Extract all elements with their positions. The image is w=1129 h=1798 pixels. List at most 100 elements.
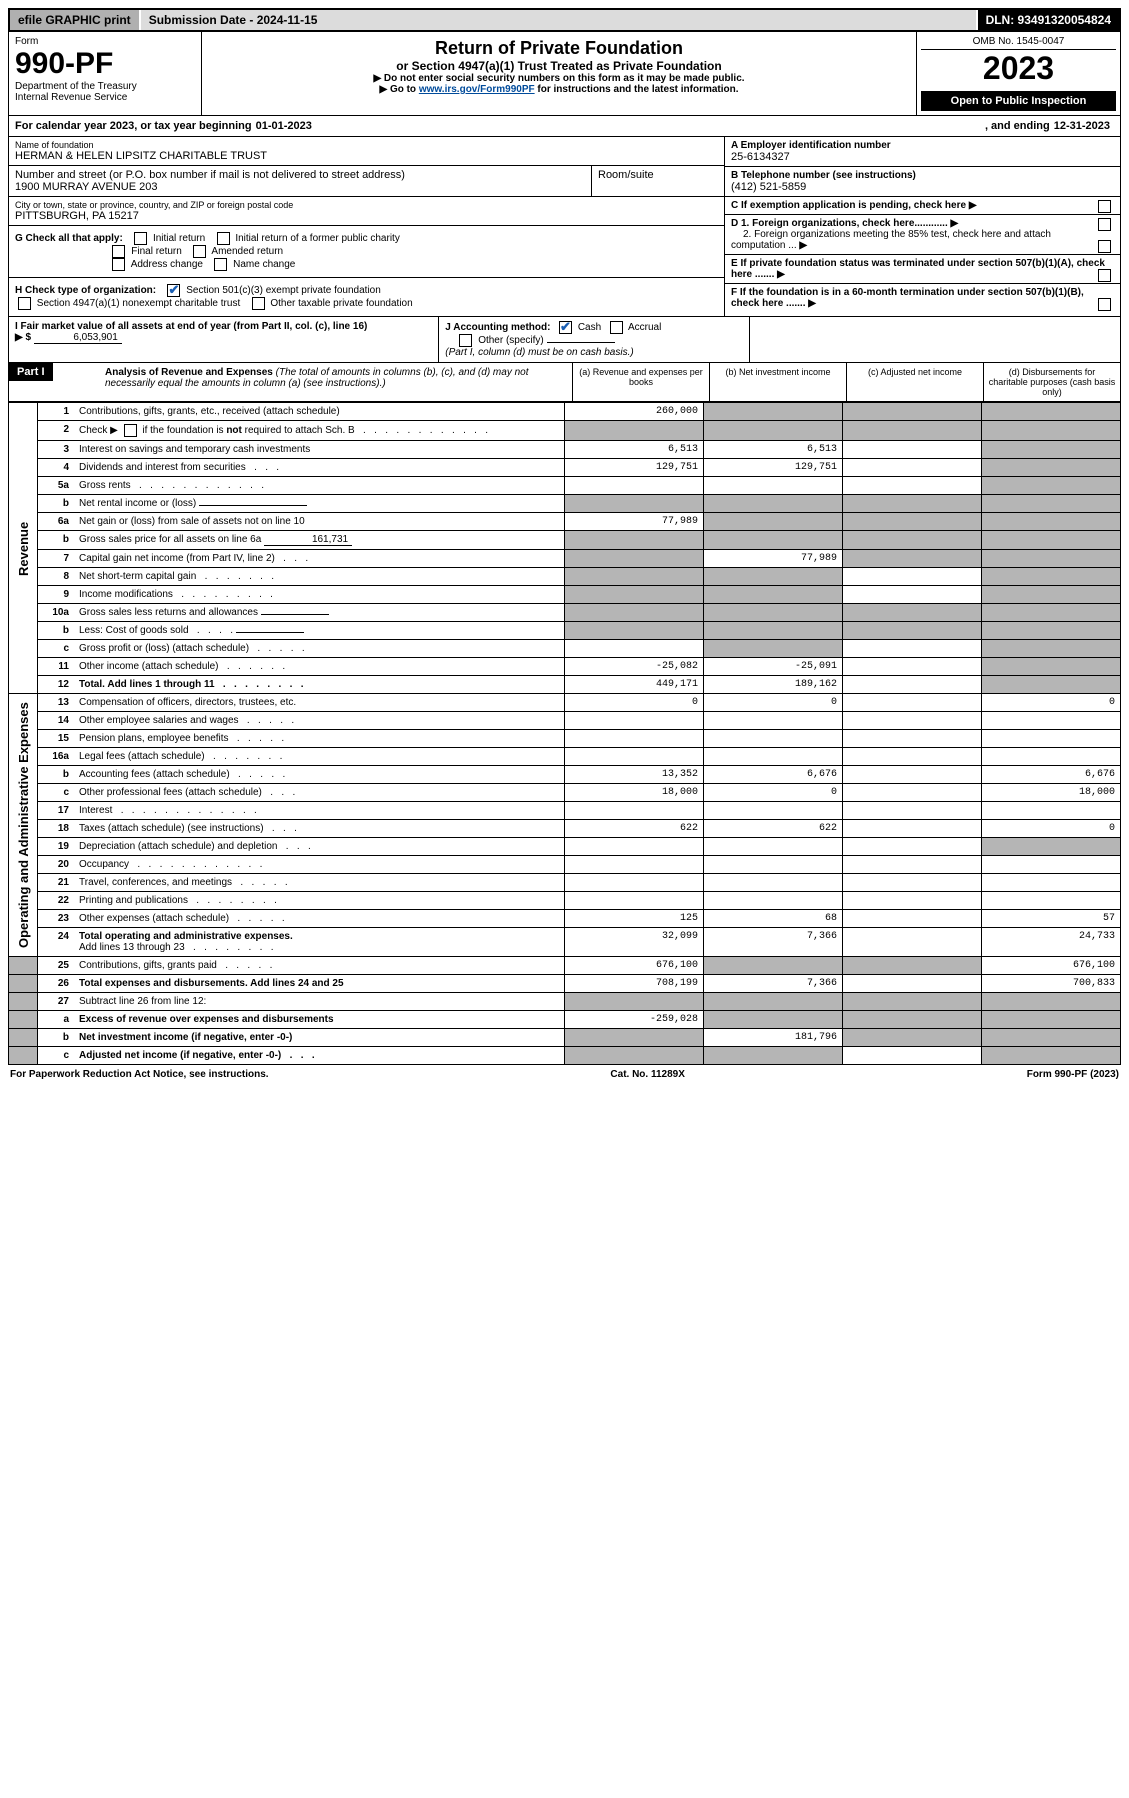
cell-c: [843, 1029, 982, 1047]
gross-sales-less-input[interactable]: [261, 614, 329, 615]
cash-checkbox[interactable]: [559, 321, 572, 334]
cell-d: 6,676: [982, 766, 1121, 784]
60month-checkbox[interactable]: [1098, 298, 1111, 311]
revenue-side-label: Revenue: [9, 403, 38, 694]
form-header: Form 990-PF Department of the Treasury I…: [8, 32, 1121, 116]
g-final: Final return: [131, 246, 182, 257]
cell-b: [704, 495, 843, 513]
row-desc: Excess of revenue over expenses and disb…: [74, 1011, 565, 1029]
cell-c: [843, 910, 982, 928]
sch-b-checkbox[interactable]: [124, 424, 137, 437]
row-desc: Net rental income or (loss): [74, 495, 565, 513]
row-num: 25: [38, 957, 75, 975]
cell-d: [982, 495, 1121, 513]
info-grid: Name of foundation HERMAN & HELEN LIPSIT…: [8, 137, 1121, 317]
cell-b: [704, 993, 843, 1011]
row-num: 1: [38, 403, 75, 421]
irs-link[interactable]: www.irs.gov/Form990PF: [419, 84, 535, 95]
cell-a: 0: [565, 694, 704, 712]
cell-d: [982, 712, 1121, 730]
accrual-checkbox[interactable]: [610, 321, 623, 334]
cell-a: [565, 550, 704, 568]
efile-label: efile GRAPHIC print: [10, 10, 141, 30]
foreign-org-checkbox[interactable]: [1098, 218, 1111, 231]
row-num: b: [38, 1029, 75, 1047]
e-label: E If private foundation status was termi…: [731, 258, 1105, 280]
cell-d: [982, 730, 1121, 748]
cell-a: [565, 712, 704, 730]
cell-d: 0: [982, 820, 1121, 838]
cell-b: [704, 586, 843, 604]
initial-return-checkbox[interactable]: [134, 232, 147, 245]
cell-a: 125: [565, 910, 704, 928]
row-desc: Gross profit or (loss) (attach schedule)…: [74, 640, 565, 658]
cell-c: [843, 586, 982, 604]
cell-a: 449,171: [565, 676, 704, 694]
cell-c: [843, 874, 982, 892]
4947-checkbox[interactable]: [18, 297, 31, 310]
cell-d: [982, 459, 1121, 477]
final-return-checkbox[interactable]: [112, 245, 125, 258]
addr-label: Number and street (or P.O. box number if…: [15, 169, 585, 181]
other-taxable-checkbox[interactable]: [252, 297, 265, 310]
other-specify-input[interactable]: [547, 342, 615, 343]
address-change-checkbox[interactable]: [112, 258, 125, 271]
foreign-85-checkbox[interactable]: [1098, 240, 1111, 253]
cell-b: [704, 477, 843, 495]
instruction-1: ▶ Do not enter social security numbers o…: [208, 73, 910, 84]
501c3-checkbox[interactable]: [167, 284, 180, 297]
row-num: 12: [38, 676, 75, 694]
cell-d: 24,733: [982, 928, 1121, 957]
calyear-end: 12-31-2023: [1054, 120, 1110, 132]
cell-b: 0: [704, 694, 843, 712]
cell-b: [704, 712, 843, 730]
cell-d: [982, 658, 1121, 676]
cell-c: [843, 694, 982, 712]
cell-c: [843, 748, 982, 766]
cell-c: [843, 975, 982, 993]
cell-c: [843, 441, 982, 459]
cell-b: -25,091: [704, 658, 843, 676]
cell-d: [982, 403, 1121, 421]
row-desc: Contributions, gifts, grants paid . . . …: [74, 957, 565, 975]
analysis-table: Revenue 1Contributions, gifts, grants, e…: [8, 402, 1121, 1065]
cell-a: [565, 568, 704, 586]
form-subtitle: or Section 4947(a)(1) Trust Treated as P…: [208, 59, 910, 73]
exemption-pending-checkbox[interactable]: [1098, 200, 1111, 213]
row-desc: Capital gain net income (from Part IV, l…: [74, 550, 565, 568]
row-num: 23: [38, 910, 75, 928]
cell-b: [704, 748, 843, 766]
form-label: Form: [15, 36, 195, 47]
row-desc: Other employee salaries and wages . . . …: [74, 712, 565, 730]
cell-b: 6,513: [704, 441, 843, 459]
name-change-checkbox[interactable]: [214, 258, 227, 271]
col-a-header: (a) Revenue and expenses per books: [572, 363, 709, 401]
omb-number: OMB No. 1545-0047: [921, 36, 1116, 50]
cell-d: [982, 892, 1121, 910]
row-num: 4: [38, 459, 75, 477]
cell-a: [565, 892, 704, 910]
amended-return-checkbox[interactable]: [193, 245, 206, 258]
part1-header: Part I Analysis of Revenue and Expenses …: [8, 363, 1121, 402]
initial-former-checkbox[interactable]: [217, 232, 230, 245]
phone-label: B Telephone number (see instructions): [731, 170, 1114, 181]
calyear-pre: For calendar year 2023, or tax year begi…: [15, 120, 252, 132]
row-num: 5a: [38, 477, 75, 495]
rental-input[interactable]: [199, 505, 307, 506]
cell-b: 189,162: [704, 676, 843, 694]
cell-a: [565, 802, 704, 820]
row-desc: Travel, conferences, and meetings . . . …: [74, 874, 565, 892]
dln-label: DLN: 93491320054824: [978, 10, 1119, 30]
row-desc: Subtract line 26 from line 12:: [74, 993, 565, 1011]
f-label: F If the foundation is in a 60-month ter…: [731, 287, 1084, 309]
cell-d: [982, 586, 1121, 604]
form-number: 990-PF: [15, 47, 195, 81]
cell-c: [843, 640, 982, 658]
status-terminated-checkbox[interactable]: [1098, 269, 1111, 282]
cell-c: [843, 550, 982, 568]
other-method-checkbox[interactable]: [459, 334, 472, 347]
cell-a: 676,100: [565, 957, 704, 975]
cogs-input[interactable]: [236, 632, 304, 633]
cell-a: [565, 640, 704, 658]
cell-b: [704, 1047, 843, 1065]
